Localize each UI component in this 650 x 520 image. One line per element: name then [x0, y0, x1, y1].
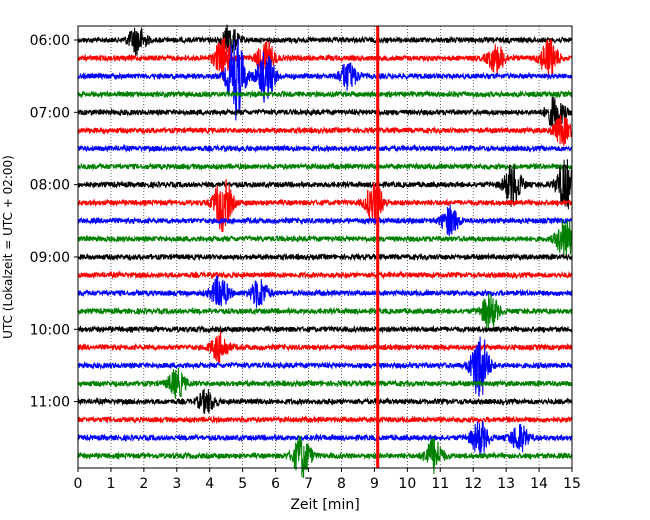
y-tick-label: 10:00 — [30, 322, 70, 338]
trace-line — [77, 252, 573, 262]
trace-line — [77, 336, 573, 397]
trace-line — [77, 178, 573, 233]
x-tick-label: 3 — [172, 476, 181, 492]
trace-line — [77, 324, 573, 334]
y-tick-label: 07:00 — [30, 105, 70, 121]
trace-line — [77, 270, 573, 280]
x-tick-label: 7 — [304, 476, 313, 492]
trace-line — [77, 24, 573, 56]
trace-line — [77, 331, 573, 363]
x-tick-label: 12 — [464, 476, 482, 492]
x-tick-label: 2 — [139, 476, 148, 492]
x-axis-label: Zeit [min] — [290, 497, 359, 513]
trace-line — [77, 388, 573, 414]
trace-line — [77, 421, 573, 456]
trace-line — [77, 96, 573, 131]
x-tick-label: 14 — [530, 476, 548, 492]
trace-line — [77, 38, 573, 121]
trace-line — [77, 367, 573, 399]
x-tick-label: 15 — [563, 476, 581, 492]
x-tick-label: 1 — [106, 476, 115, 492]
plot-frame — [77, 25, 573, 469]
trace-line — [77, 159, 573, 210]
x-tick-label: 9 — [370, 476, 379, 492]
trace-line — [77, 114, 573, 147]
x-tick-label: 13 — [497, 476, 515, 492]
trace-line — [77, 204, 573, 237]
y-axis-ticks: 06:00 07:00 08:00 09:00 10:00 11:00 — [30, 33, 78, 411]
x-tick-label: 6 — [271, 476, 280, 492]
trace-line — [77, 143, 573, 154]
y-tick-label: 09:00 — [30, 250, 70, 266]
x-tick-label: 10 — [398, 476, 416, 492]
trace-line — [77, 435, 573, 479]
y-tick-label: 08:00 — [30, 178, 70, 194]
x-axis-ticks: 0 1 2 3 4 5 6 7 8 9 10 11 12 13 14 15 — [74, 468, 581, 492]
trace-line — [77, 161, 573, 171]
x-tick-label: 8 — [337, 476, 346, 492]
trace-line — [77, 219, 573, 259]
y-tick-label: 06:00 — [30, 33, 70, 49]
y-axis-label: UTC (Lokalzeit = UTC + 02:00) — [1, 155, 15, 339]
trace-layer — [77, 24, 573, 479]
trace-line — [77, 414, 573, 425]
trace-line — [77, 89, 573, 99]
y-tick-label: 11:00 — [30, 395, 70, 411]
trace-line — [77, 293, 573, 330]
trace-line — [77, 37, 573, 80]
x-tick-label: 5 — [238, 476, 247, 492]
trace-line — [77, 275, 573, 308]
x-tick-label: 0 — [74, 476, 83, 492]
x-tick-label: 11 — [431, 476, 449, 492]
x-tick-label: 4 — [205, 476, 214, 492]
